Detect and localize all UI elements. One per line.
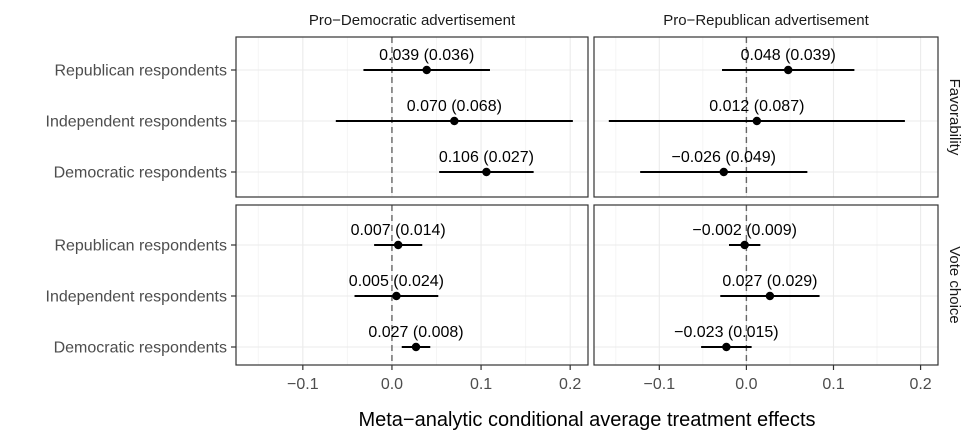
point-estimate xyxy=(393,240,403,250)
x-tick-label: −0.1 xyxy=(287,376,319,393)
x-tick-label: 0.1 xyxy=(470,376,492,393)
x-tick-label: 0.0 xyxy=(735,376,757,393)
panel-border xyxy=(593,36,939,198)
point-estimate xyxy=(765,291,775,301)
x-tick-label: −0.1 xyxy=(644,376,676,393)
facet-column-label: Pro−Republican advertisement xyxy=(663,12,869,29)
point-estimate xyxy=(719,167,728,177)
point-estimate xyxy=(411,342,421,352)
point-estimate xyxy=(422,65,431,75)
panel-background xyxy=(236,205,588,365)
point-estimate xyxy=(482,167,491,177)
panel-border xyxy=(593,204,939,366)
y-tick-label: Republican respondents xyxy=(54,238,227,255)
data-label: −0.026 (0.049) xyxy=(671,149,776,166)
data-label: 0.012 (0.087) xyxy=(709,98,804,115)
x-tick-label: 0.2 xyxy=(909,376,931,393)
data-label: 0.070 (0.068) xyxy=(407,98,502,115)
panel-background xyxy=(236,37,588,197)
data-label: 0.027 (0.029) xyxy=(722,273,817,290)
x-tick-label: 0.0 xyxy=(381,376,403,393)
panel-border xyxy=(235,204,589,366)
facet-column-label: Pro−Democratic advertisement xyxy=(309,12,516,29)
y-tick-label: Republican respondents xyxy=(54,63,227,80)
point-estimate xyxy=(722,342,731,352)
y-tick-label: Independent respondents xyxy=(46,289,227,306)
data-label: 0.027 (0.008) xyxy=(368,324,463,341)
data-label: −0.002 (0.009) xyxy=(692,222,797,239)
panel-background xyxy=(594,205,938,365)
x-axis-title: Meta−analytic conditional average treatm… xyxy=(358,409,815,431)
data-label: 0.039 (0.036) xyxy=(379,47,474,64)
x-tick-label: 0.1 xyxy=(822,376,844,393)
x-tick-label: 0.2 xyxy=(559,376,581,393)
data-label: −0.023 (0.015) xyxy=(674,324,779,341)
point-estimate xyxy=(740,240,749,250)
data-label: 0.048 (0.039) xyxy=(741,47,836,64)
facet-row-label: Vote choice xyxy=(946,246,962,324)
panel-border xyxy=(235,36,589,198)
point-estimate xyxy=(784,65,793,75)
y-tick-label: Democratic respondents xyxy=(54,165,227,182)
y-tick-label: Independent respondents xyxy=(46,114,227,131)
facet-row-label: Favorability xyxy=(946,79,962,156)
point-estimate xyxy=(752,116,762,126)
panel-background xyxy=(594,37,938,197)
data-label: 0.007 (0.014) xyxy=(351,222,446,239)
point-estimate xyxy=(450,116,459,126)
point-estimate xyxy=(392,291,401,301)
y-tick-label: Democratic respondents xyxy=(54,340,227,357)
data-label: 0.005 (0.024) xyxy=(349,273,444,290)
data-label: 0.106 (0.027) xyxy=(439,149,534,166)
